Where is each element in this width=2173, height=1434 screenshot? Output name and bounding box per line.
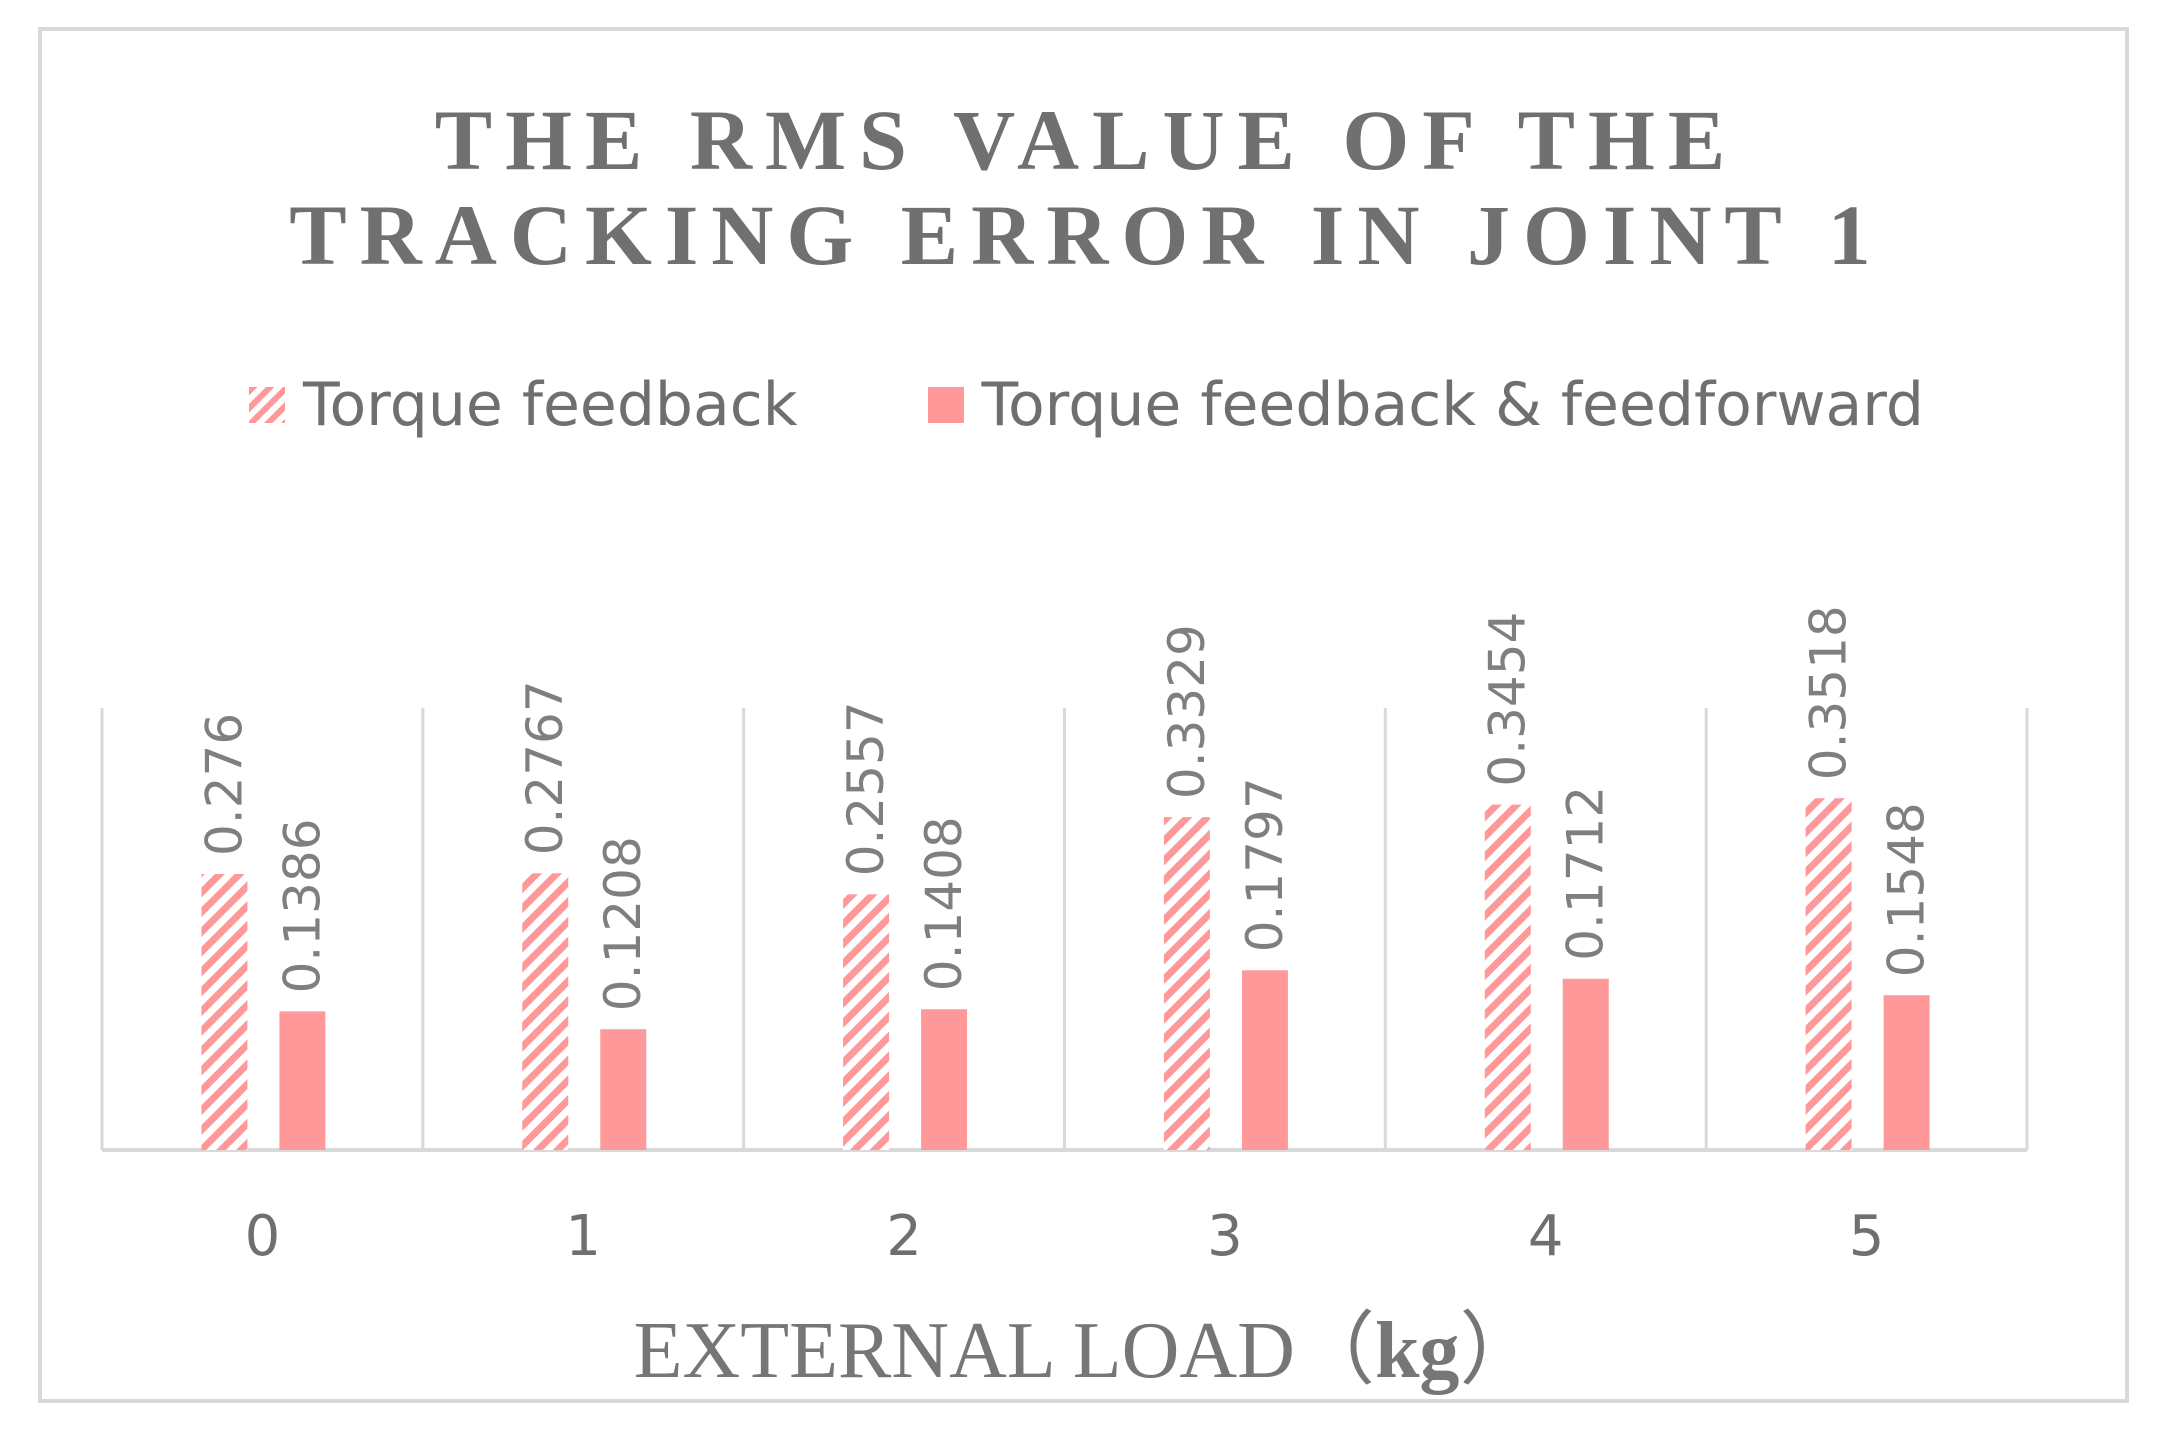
chart-title-line-1: THE RMS VALUE OF THE	[434, 92, 1739, 188]
data-label: 0.1408	[915, 816, 973, 991]
x-axis-unit-close: ）	[1459, 1307, 1540, 1395]
legend-item-torque-feedback: Torque feedback	[248, 370, 798, 440]
data-label: 0.3518	[1800, 605, 1858, 780]
data-label: 0.2767	[516, 680, 574, 855]
bar-torque-feedback	[522, 873, 569, 1150]
x-tick-label: 4	[1528, 1204, 1564, 1269]
bar-torque-feedback-feedforward	[921, 1009, 968, 1150]
legend: Torque feedback Torque feedback & feedfo…	[0, 360, 2173, 450]
x-tick-label: 3	[1207, 1204, 1243, 1269]
x-axis-title-text: EXTERNAL LOAD	[633, 1307, 1295, 1395]
x-axis-unit: kg	[1374, 1307, 1460, 1395]
x-tick-label: 0	[245, 1204, 281, 1269]
data-label: 0.2557	[837, 701, 895, 876]
hatched-swatch-icon	[248, 387, 285, 423]
data-label: 0.1386	[273, 818, 331, 993]
data-label: 0.1797	[1236, 777, 1294, 952]
chart-title-line-2: TRACKING ERROR IN JOINT 1	[289, 187, 1884, 283]
data-label: 0.1712	[1557, 786, 1615, 961]
legend-label-torque-feedback: Torque feedback	[302, 370, 798, 440]
bar-torque-feedback	[1484, 804, 1531, 1150]
bar-torque-feedback	[843, 894, 890, 1150]
x-axis-title: EXTERNAL LOAD（kg）	[0, 1285, 2173, 1401]
bar-torque-feedback-feedforward	[600, 1029, 647, 1150]
bar-torque-feedback	[1805, 798, 1852, 1150]
bar-torque-feedback-feedforward	[1241, 970, 1288, 1150]
x-tick-label: 5	[1849, 1204, 1885, 1269]
solid-swatch-icon	[927, 387, 964, 423]
bar-torque-feedback-feedforward	[1883, 995, 1930, 1150]
x-tick-label: 1	[565, 1204, 601, 1269]
chart-frame	[38, 27, 2129, 1403]
bar-torque-feedback	[201, 874, 248, 1150]
x-axis-unit-open: （	[1294, 1307, 1375, 1395]
data-label: 0.1548	[1878, 802, 1936, 977]
legend-item-torque-feedback-feedforward: Torque feedback & feedforward	[927, 370, 1925, 440]
x-tick-label: 2	[886, 1204, 922, 1269]
bar-torque-feedback	[1163, 817, 1210, 1150]
data-label: 0.3329	[1158, 624, 1216, 799]
data-label: 0.1208	[594, 836, 652, 1011]
bar-torque-feedback-feedforward	[1562, 978, 1609, 1150]
data-label: 0.276	[195, 713, 253, 856]
data-label: 0.3454	[1479, 612, 1537, 787]
bar-torque-feedback-feedforward	[279, 1011, 326, 1150]
legend-label-torque-feedback-feedforward: Torque feedback & feedforward	[981, 370, 1925, 440]
